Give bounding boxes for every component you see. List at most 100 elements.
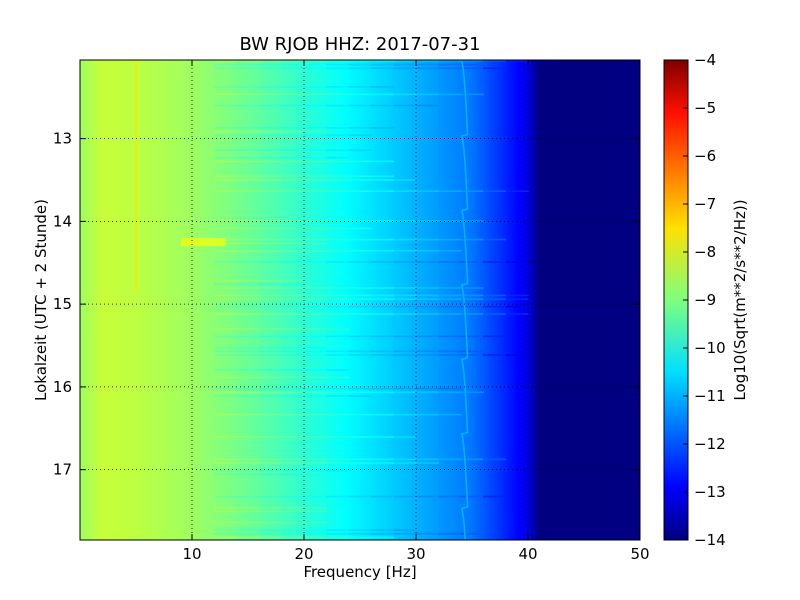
spectrum-band bbox=[483, 60, 507, 62]
spectrum-band bbox=[348, 298, 372, 300]
spectrum-band bbox=[214, 298, 238, 300]
spectrum-column bbox=[634, 60, 638, 540]
spectrum-column bbox=[200, 60, 204, 540]
spectrum-band bbox=[326, 104, 350, 107]
spectrum-band bbox=[371, 436, 395, 438]
spectrum-band bbox=[460, 335, 484, 338]
spectrum-column bbox=[544, 60, 549, 540]
spectrum-band bbox=[371, 127, 395, 129]
spectrum-band bbox=[214, 305, 238, 308]
spectrum-band bbox=[438, 287, 462, 289]
spectrum-band bbox=[326, 86, 350, 88]
colorbar-tick-label: −4 bbox=[694, 51, 716, 69]
spectrum-band bbox=[281, 521, 305, 524]
spectrum-band bbox=[214, 335, 238, 338]
spectrum-band bbox=[304, 391, 327, 394]
spectrum-band bbox=[326, 294, 350, 297]
spectrum-band bbox=[259, 175, 283, 178]
spectrum-band bbox=[281, 261, 305, 263]
spectrum-band bbox=[371, 238, 395, 241]
colorbar-tick-label: −13 bbox=[694, 483, 726, 501]
spectrum-band bbox=[326, 495, 350, 498]
spectrum-column bbox=[88, 60, 92, 540]
spectrum-band bbox=[348, 238, 372, 241]
spectrum-band bbox=[348, 86, 372, 88]
spectrum-band bbox=[438, 532, 462, 535]
spectrum-band bbox=[304, 335, 327, 338]
spectrum-band bbox=[236, 521, 260, 524]
spectrum-band bbox=[281, 369, 305, 371]
spectrum-column bbox=[197, 60, 201, 540]
spectrum-band bbox=[281, 156, 305, 159]
spectrum-band bbox=[236, 495, 260, 498]
spectrum-band bbox=[281, 346, 305, 349]
spectrum-column bbox=[542, 60, 546, 540]
spectrum-column bbox=[581, 60, 585, 540]
spectrum-band bbox=[371, 495, 395, 498]
spectrum-band bbox=[214, 387, 238, 390]
spectrum-column bbox=[556, 60, 560, 540]
spectrum-band bbox=[281, 473, 305, 476]
spectrum-band bbox=[214, 462, 238, 464]
spectrum-band bbox=[214, 413, 238, 416]
spectrum-band bbox=[281, 63, 305, 66]
spectrum-band bbox=[371, 104, 395, 107]
spectrum-band bbox=[214, 127, 238, 129]
spectrum-band bbox=[460, 93, 484, 96]
spectrum-band bbox=[371, 354, 395, 356]
spectrum-band bbox=[304, 249, 327, 252]
spectrum-band bbox=[281, 532, 305, 535]
spectrum-band bbox=[304, 387, 327, 390]
x-tick-label: 40 bbox=[518, 545, 537, 563]
spectrum-band bbox=[281, 134, 305, 137]
spectrum-band bbox=[214, 346, 238, 349]
spectrum-band bbox=[438, 190, 462, 192]
spectrum-band bbox=[416, 298, 439, 300]
spectrum-column bbox=[194, 60, 199, 540]
spectrum-band bbox=[460, 391, 484, 394]
spectrum-band bbox=[281, 227, 305, 230]
spectrum-band bbox=[236, 532, 260, 535]
spectrum-band bbox=[281, 376, 305, 379]
spectrum-band bbox=[304, 536, 327, 539]
spectrum-band bbox=[393, 391, 417, 394]
spectrum-column bbox=[598, 60, 602, 540]
spectrum-band bbox=[236, 60, 260, 62]
spectrum-band bbox=[236, 436, 260, 438]
colorbar-tick-label: −11 bbox=[694, 387, 726, 405]
spectrum-band bbox=[393, 413, 417, 416]
spectrum-band bbox=[416, 413, 439, 416]
spectrum-band bbox=[259, 283, 283, 286]
spectrum-band bbox=[393, 60, 417, 62]
spectrum-band bbox=[214, 242, 238, 245]
spectrum-band bbox=[214, 220, 238, 222]
spectrum-column bbox=[539, 60, 543, 540]
spectrum-band bbox=[371, 298, 395, 300]
y-tick-label: 15 bbox=[53, 295, 72, 313]
spectrum-band bbox=[259, 249, 283, 252]
grid bbox=[80, 60, 640, 540]
spectrum-band bbox=[304, 313, 327, 315]
spectrum-column bbox=[186, 60, 190, 540]
spectrum-band bbox=[281, 536, 305, 539]
spectrum-band bbox=[348, 149, 372, 152]
spectrum-band bbox=[304, 130, 327, 133]
spectrum-band bbox=[416, 190, 439, 192]
spectrum-band bbox=[326, 134, 350, 137]
spectrum-column bbox=[620, 60, 624, 540]
spectrum-band bbox=[460, 532, 484, 535]
spectrum-column bbox=[133, 60, 137, 540]
spectrum-band bbox=[393, 63, 417, 66]
spectrum-band bbox=[348, 294, 372, 297]
spectrum-band bbox=[505, 261, 529, 263]
spectrum-band bbox=[393, 529, 417, 531]
spectrum-band bbox=[416, 249, 439, 252]
spectrum-band bbox=[460, 298, 484, 300]
spectrum-band bbox=[281, 495, 305, 498]
spectrum-band bbox=[214, 436, 238, 438]
x-tick-label: 20 bbox=[294, 545, 313, 563]
plot-frame bbox=[79, 59, 641, 541]
spectrum-band bbox=[236, 227, 260, 230]
spectrum-band bbox=[236, 134, 260, 137]
colorbar-tick-label: −12 bbox=[694, 435, 726, 453]
